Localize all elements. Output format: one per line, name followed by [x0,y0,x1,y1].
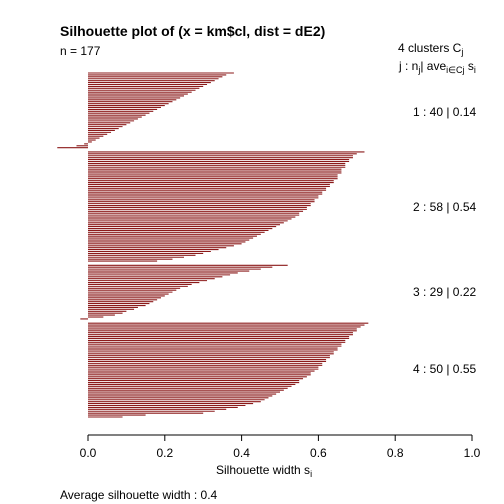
legend-header-2-sub: i∈Cj [446,65,465,75]
bars-group [57,72,369,418]
x-axis-label-sub: i [310,469,313,479]
footer-average-width: Average silhouette width : 0.4 [60,488,218,502]
legend-header-2-sub-j: j [418,65,421,75]
legend-header-2: j : nj| avei∈Cj si [399,59,476,77]
legend-header-1: 4 clusters Cj [398,41,463,59]
x-tick-label-4: 0.8 [387,446,404,460]
x-axis-label-text: Silhouette width s [216,463,311,477]
x-tick-label-5: 1.0 [464,446,481,460]
legend-header-1-sub: j [461,47,464,57]
x-tick-label-3: 0.6 [310,446,327,460]
legend-header-2-end: s [467,59,474,73]
x-tick-label-0: 0.0 [80,446,97,460]
chart-title: Silhouette plot of (x = km$cl, dist = dE… [60,23,326,39]
legend-header-2-mid: | ave [420,59,447,73]
x-tick-label-1: 0.2 [156,446,173,460]
x-tick-label-2: 0.4 [233,446,250,460]
cluster-label-4: 4 : 50 | 0.55 [413,362,477,376]
legend-header-2-end-sub: i [473,65,476,75]
legend-header-1-text: 4 clusters C [398,41,462,55]
chart-subtitle: n = 177 [60,44,101,58]
cluster-label-3: 3 : 29 | 0.22 [413,285,477,299]
legend-header-2-text: j : n [399,59,419,73]
x-axis-label: Silhouette width si [216,463,312,481]
cluster-label-2: 2 : 58 | 0.54 [413,200,477,214]
cluster-label-1: 1 : 40 | 0.14 [413,105,477,119]
x-axis-ticks: 0.0 0.2 0.4 0.6 0.8 1.0 [80,435,481,460]
